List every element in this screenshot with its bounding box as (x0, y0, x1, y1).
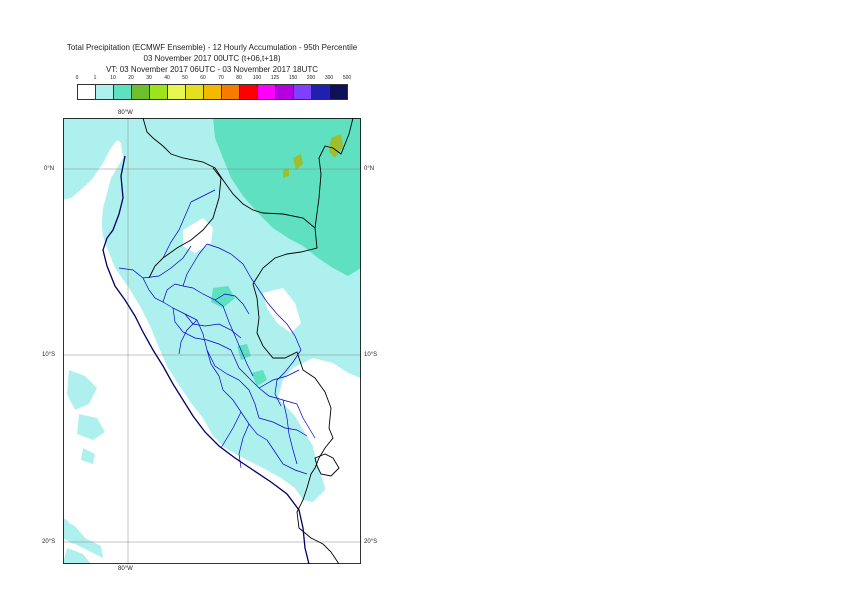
title-line-1: Total Precipitation (ECMWF Ensemble) - 1… (66, 43, 358, 52)
legend-threshold-label: 1 (93, 75, 97, 81)
legend-threshold-label: 80 (236, 75, 242, 81)
legend-threshold-label: 60 (200, 75, 206, 81)
legend-swatch (95, 84, 114, 100)
legend-threshold-label: 10 (110, 75, 116, 81)
legend-swatch (239, 84, 258, 100)
lat-label-left-0: 0°N (44, 166, 55, 172)
legend-threshold-label: 125 (270, 75, 280, 81)
legend-swatch (203, 84, 222, 100)
precip-ocean-streaks (63, 118, 228, 564)
legend-swatch (329, 84, 348, 100)
lon-label-bottom: 80°W (118, 566, 133, 572)
precip-area-20-30 (283, 134, 343, 178)
title-line-2: 03 November 2017 00UTC (t+06,t+18) (143, 54, 281, 63)
legend-threshold-label: 40 (164, 75, 170, 81)
dry-patch (183, 218, 361, 564)
lat-label-right-20s: 20°S (364, 539, 378, 545)
precip-patch-teal (211, 286, 267, 386)
legend-threshold-label: 300 (324, 75, 334, 81)
lat-label-left-10s: 10°S (42, 352, 56, 358)
precip-area-10-20 (213, 118, 361, 276)
legend-threshold-label: 500 (342, 75, 352, 81)
lat-label-right-0: 0°N (364, 166, 375, 172)
national-border (142, 118, 340, 564)
legend-swatch (257, 84, 276, 100)
legend-threshold-label: 50 (182, 75, 188, 81)
lat-label-right-10s: 10°S (364, 352, 378, 358)
precipitation-map (63, 118, 361, 564)
legend-threshold-label: 200 (306, 75, 316, 81)
regional-boundaries (118, 189, 316, 475)
national-border-lake (314, 453, 340, 477)
legend-swatch (293, 84, 312, 100)
legend-swatch (77, 84, 96, 100)
national-border-inner (148, 167, 222, 279)
legend-swatch (167, 84, 186, 100)
legend-swatch (149, 84, 168, 100)
ocean-streaks-2 (63, 370, 105, 564)
lon-label-top: 80°W (118, 110, 133, 116)
national-border-north (314, 118, 354, 229)
legend-threshold-label: 0 (75, 75, 79, 81)
legend-threshold-label: 30 (146, 75, 152, 81)
ocean-clear-area (63, 203, 313, 564)
legend-threshold-label: 100 (252, 75, 262, 81)
legend-swatch (113, 84, 132, 100)
map-panel (63, 118, 361, 564)
legend-swatch (221, 84, 240, 100)
title-line-3: VT: 03 November 2017 06UTC - 03 November… (105, 65, 319, 74)
map-frame (63, 118, 361, 564)
legend-threshold-label: 70 (218, 75, 224, 81)
legend-swatch (275, 84, 294, 100)
legend-swatch (311, 84, 330, 100)
legend-swatch (185, 84, 204, 100)
legend-threshold-label: 150 (288, 75, 298, 81)
legend-swatch (131, 84, 150, 100)
coastline (102, 155, 310, 564)
lat-label-left-20s: 20°S (42, 539, 56, 545)
legend-threshold-label: 20 (128, 75, 134, 81)
